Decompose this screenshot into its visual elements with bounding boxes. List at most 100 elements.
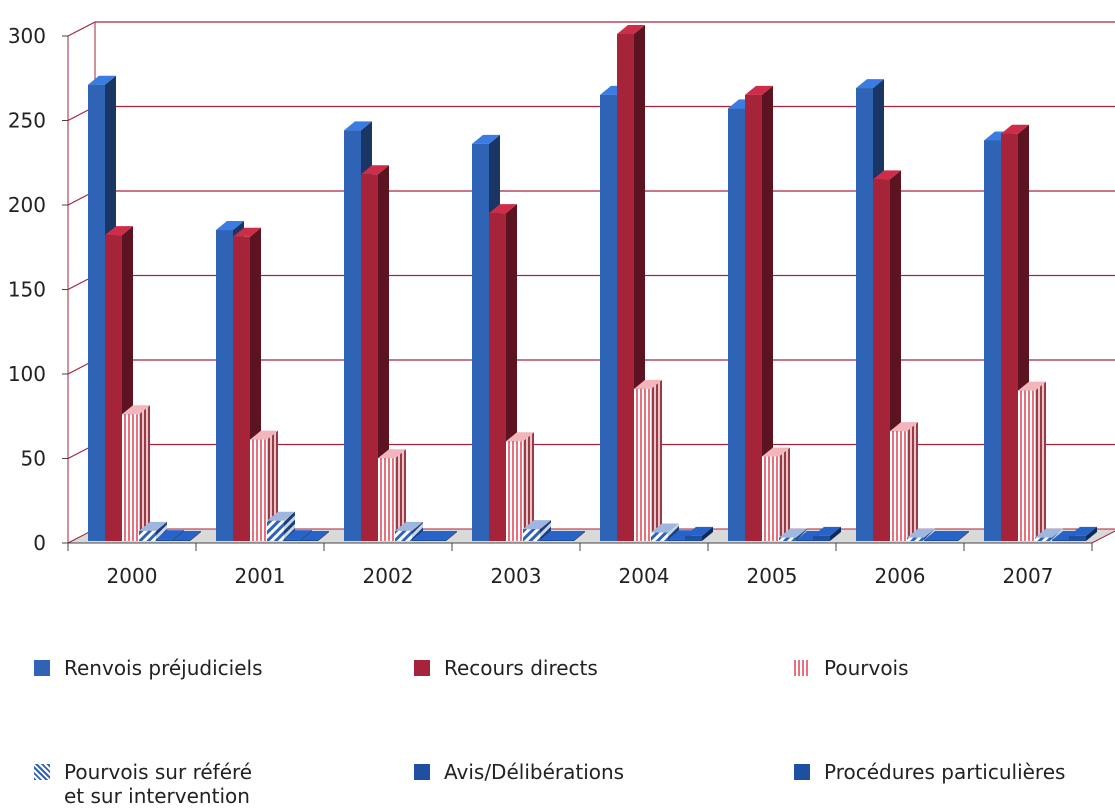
bar-side: [139, 405, 150, 541]
bar-front: [634, 388, 651, 541]
bar-top: [523, 520, 551, 530]
bar-top: [267, 511, 295, 521]
bar-top: [412, 531, 440, 540]
bar-side: [702, 526, 713, 541]
bar-top: [88, 75, 116, 85]
bar-front: [88, 84, 105, 541]
bar-side: [907, 422, 918, 541]
bar-front: [472, 143, 489, 541]
bar-top: [105, 226, 133, 236]
bar: [429, 531, 457, 541]
x-tick-label: 2006: [875, 564, 926, 588]
bar-top: [685, 526, 713, 536]
bar-side: [395, 449, 406, 541]
bar-top: [250, 430, 278, 440]
x-tick-label: 2001: [235, 564, 286, 588]
y-tick-label: 250: [8, 109, 46, 133]
bar: [651, 523, 679, 541]
bar-front: [395, 530, 412, 541]
bar-top: [361, 165, 389, 175]
bar: [523, 520, 551, 541]
bar-front: [344, 130, 361, 541]
bar-front: [216, 230, 233, 542]
x-tick-label: 2000: [107, 564, 158, 588]
bar-front: [907, 537, 924, 541]
bar-top: [1018, 381, 1046, 391]
bar-front: [1001, 133, 1018, 541]
bar-top: [139, 521, 167, 531]
bar-side: [762, 85, 773, 541]
bar-front: [105, 235, 122, 542]
bar-front: [1052, 540, 1069, 541]
y-tick-label: 150: [8, 278, 46, 302]
bar-front: [540, 540, 557, 541]
bar-side: [651, 379, 662, 541]
bar-side: [958, 531, 969, 541]
bar-front: [489, 213, 506, 541]
bar-front: [173, 540, 190, 541]
bar-front: [412, 540, 429, 541]
bar-side: [378, 165, 389, 541]
bar-front: [617, 34, 634, 541]
bar-side: [1086, 526, 1097, 541]
bar-side: [412, 521, 423, 541]
bar-front: [506, 441, 523, 541]
bar: [813, 526, 841, 541]
bar-front: [796, 540, 813, 541]
bar-front: [1035, 537, 1052, 541]
bar-front: [651, 532, 668, 541]
bar-side: [540, 520, 551, 541]
bar: [395, 521, 423, 541]
bar-front: [856, 88, 873, 541]
bar-front: [1069, 535, 1086, 541]
y-tick-label: 300: [8, 24, 46, 48]
bar-front: [139, 530, 156, 541]
bar-side: [668, 523, 679, 541]
bar-front: [284, 539, 301, 541]
bar-side: [779, 447, 790, 541]
bar-top: [156, 530, 184, 540]
bar-front: [267, 520, 284, 541]
bar-top: [941, 531, 969, 540]
bar-front: [728, 108, 745, 542]
bar-top: [216, 221, 244, 231]
bar-front: [1018, 390, 1035, 541]
y-tick-label: 200: [8, 193, 46, 217]
bar: [139, 521, 167, 541]
bar-top: [540, 531, 568, 540]
bar-top: [745, 85, 773, 95]
bar-top: [395, 521, 423, 531]
bar-top: [122, 405, 150, 415]
bar-front: [890, 431, 907, 541]
bar-side: [523, 432, 534, 541]
bar: [301, 531, 329, 541]
bar-front: [813, 535, 830, 541]
bar-side: [830, 526, 841, 541]
bar-front: [745, 94, 762, 541]
bar-front: [233, 236, 250, 542]
bar-side: [446, 531, 457, 541]
bar-top: [651, 523, 679, 533]
bar-front: [685, 535, 702, 541]
bar-front: [378, 458, 395, 541]
bar: [378, 449, 406, 541]
bar-front: [668, 539, 685, 541]
bar-side: [267, 430, 278, 541]
bar-front: [941, 540, 958, 541]
bar-top: [1035, 528, 1063, 538]
bar-front: [600, 94, 617, 541]
bar-front: [429, 540, 446, 541]
bar-top: [301, 531, 329, 540]
bar-top: [813, 526, 841, 536]
bar-side: [156, 521, 167, 541]
gridline-side: [67, 21, 96, 37]
bar-top: [344, 121, 372, 131]
x-tick-label: 2007: [1003, 564, 1054, 588]
bar-top: [779, 528, 807, 538]
bar-top: [617, 25, 645, 34]
bar: [685, 526, 713, 541]
bar: [122, 405, 150, 541]
bar-top: [762, 447, 790, 457]
